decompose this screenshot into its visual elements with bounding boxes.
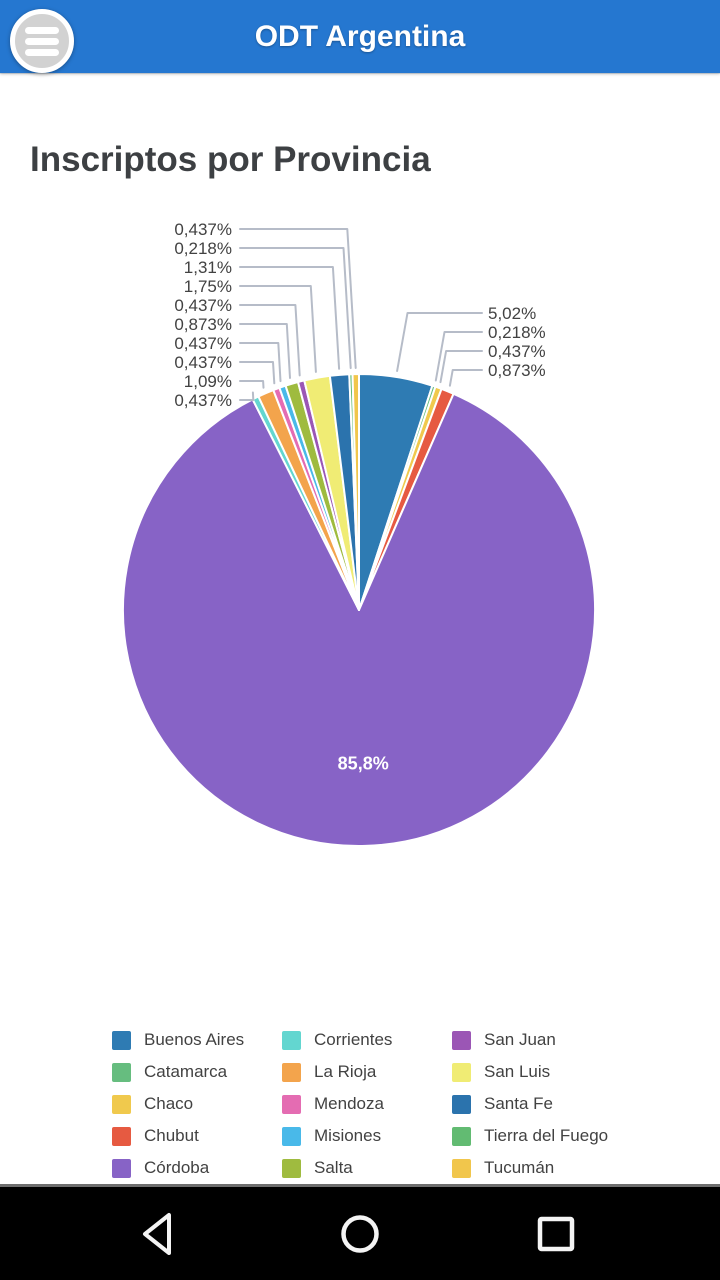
callout-line bbox=[239, 285, 317, 373]
legend-item-chubut: Chubut bbox=[112, 1120, 282, 1152]
legend-label: Córdoba bbox=[144, 1158, 210, 1177]
legend-label: San Luis bbox=[484, 1062, 551, 1081]
callout-label-catamarca: 0,218% bbox=[488, 323, 546, 342]
menu-button[interactable] bbox=[10, 9, 74, 73]
page-title: Inscriptos por Provincia bbox=[30, 140, 431, 179]
pie-slice-tucuman[interactable] bbox=[351, 373, 360, 611]
recents-button[interactable] bbox=[508, 1187, 604, 1280]
legend-swatch bbox=[282, 1062, 301, 1082]
legend-label: San Juan bbox=[484, 1030, 556, 1049]
legend-item-chaco: Chaco bbox=[112, 1088, 282, 1120]
legend-label: Tierra del Fuego bbox=[484, 1126, 609, 1145]
legend-label: Catamarca bbox=[144, 1062, 228, 1081]
callout-line bbox=[239, 266, 341, 370]
legend-item-san-luis: San Luis bbox=[452, 1056, 638, 1088]
legend-swatch bbox=[452, 1094, 471, 1114]
chart-legend: Buenos Aires Catamarca Chaco Chubut Córdoba C… bbox=[112, 1024, 638, 1184]
legend-swatch bbox=[282, 1126, 301, 1146]
callout-line bbox=[239, 304, 301, 377]
page-content: Inscriptos por Provincia 0,437% 0,218% 1,3… bbox=[0, 73, 720, 1184]
legend-swatch bbox=[282, 1030, 301, 1050]
legend-swatch bbox=[112, 1062, 131, 1082]
legend-item-salta: Salta bbox=[282, 1152, 452, 1184]
legend-item-tucuman: Tucumán bbox=[452, 1152, 638, 1184]
legend-swatch bbox=[452, 1030, 471, 1050]
callout-label-misiones: 0,437% bbox=[174, 334, 232, 353]
legend-swatch bbox=[452, 1062, 471, 1082]
legend-label: Tucumán bbox=[484, 1158, 555, 1177]
callout-line bbox=[239, 228, 357, 369]
callout-label-santa-fe: 1,31% bbox=[184, 258, 232, 277]
legend-swatch bbox=[112, 1094, 131, 1114]
legend-swatch bbox=[282, 1158, 301, 1178]
pie-inside-label-cordoba: 85,8% bbox=[338, 753, 389, 773]
back-icon bbox=[143, 1212, 171, 1255]
legend-item-cordoba: Córdoba bbox=[112, 1152, 282, 1184]
callout-line bbox=[434, 331, 483, 382]
legend-label: Salta bbox=[314, 1158, 353, 1177]
legend-label: Santa Fe bbox=[484, 1094, 553, 1113]
legend-item-corrientes: Corrientes bbox=[282, 1024, 452, 1056]
hamburger-icon bbox=[25, 26, 59, 34]
callout-label-tucuman: 0,437% bbox=[174, 220, 232, 239]
legend-swatch bbox=[282, 1094, 301, 1114]
callout-line bbox=[239, 342, 282, 383]
legend-swatch bbox=[452, 1126, 471, 1146]
legend-item-san-juan: San Juan bbox=[452, 1024, 638, 1056]
pie-chart: 0,437%0,218%1,31%1,75%0,437%0,873%0,437%… bbox=[122, 220, 596, 847]
back-button[interactable] bbox=[112, 1187, 208, 1280]
callout-label-buenos-aires: 5,02% bbox=[488, 304, 536, 323]
home-button[interactable] bbox=[312, 1187, 408, 1280]
callout-label-salta: 0,873% bbox=[174, 315, 232, 334]
recents-icon bbox=[537, 1216, 575, 1251]
callout-line bbox=[396, 312, 483, 372]
legend-item-tierra-del-fuego: Tierra del Fuego bbox=[452, 1120, 638, 1152]
callout-label-san-luis: 1,75% bbox=[184, 277, 232, 296]
legend-item-buenos-aires: Buenos Aires bbox=[112, 1024, 282, 1056]
callout-line bbox=[239, 391, 255, 401]
pie-slice-cordoba[interactable] bbox=[122, 392, 596, 847]
legend-label: Mendoza bbox=[314, 1094, 384, 1113]
legend-swatch bbox=[452, 1158, 471, 1178]
android-nav-bar bbox=[0, 1184, 720, 1280]
app-title: ODT Argentina bbox=[254, 19, 466, 53]
legend-label: Chubut bbox=[144, 1126, 199, 1145]
legend-swatch bbox=[112, 1126, 131, 1146]
callout-line bbox=[439, 350, 483, 384]
legend-item-misiones: Misiones bbox=[282, 1120, 452, 1152]
app-header: ODT Argentina bbox=[0, 0, 720, 73]
home-icon bbox=[341, 1214, 379, 1253]
callout-line bbox=[239, 323, 291, 379]
legend-label: La Rioja bbox=[314, 1062, 377, 1081]
callout-label-chaco: 0,437% bbox=[488, 342, 546, 361]
legend-item-mendoza: Mendoza bbox=[282, 1088, 452, 1120]
legend-item-santa-fe: Santa Fe bbox=[452, 1088, 638, 1120]
legend-label: Chaco bbox=[144, 1094, 194, 1113]
legend-swatch bbox=[112, 1158, 131, 1178]
callout-label-corrientes: 0,437% bbox=[174, 391, 232, 410]
callout-line bbox=[239, 361, 276, 385]
callout-line bbox=[239, 247, 352, 370]
callout-line bbox=[239, 380, 265, 389]
callout-label-mendoza: 0,437% bbox=[174, 353, 232, 372]
callout-label-tierra-del-fuego: 0,218% bbox=[174, 239, 232, 258]
legend-swatch bbox=[112, 1030, 131, 1050]
callout-label-chubut: 0,873% bbox=[488, 361, 546, 380]
legend-label: Buenos Aires bbox=[144, 1030, 245, 1049]
callout-label-san-juan: 0,437% bbox=[174, 296, 232, 315]
legend-label: Corrientes bbox=[314, 1030, 393, 1049]
legend-label: Misiones bbox=[314, 1126, 382, 1145]
legend-item-catamarca: Catamarca bbox=[112, 1056, 282, 1088]
legend-item-la-rioja: La Rioja bbox=[282, 1056, 452, 1088]
callout-line bbox=[448, 369, 483, 387]
callout-label-la-rioja: 1,09% bbox=[184, 372, 232, 391]
